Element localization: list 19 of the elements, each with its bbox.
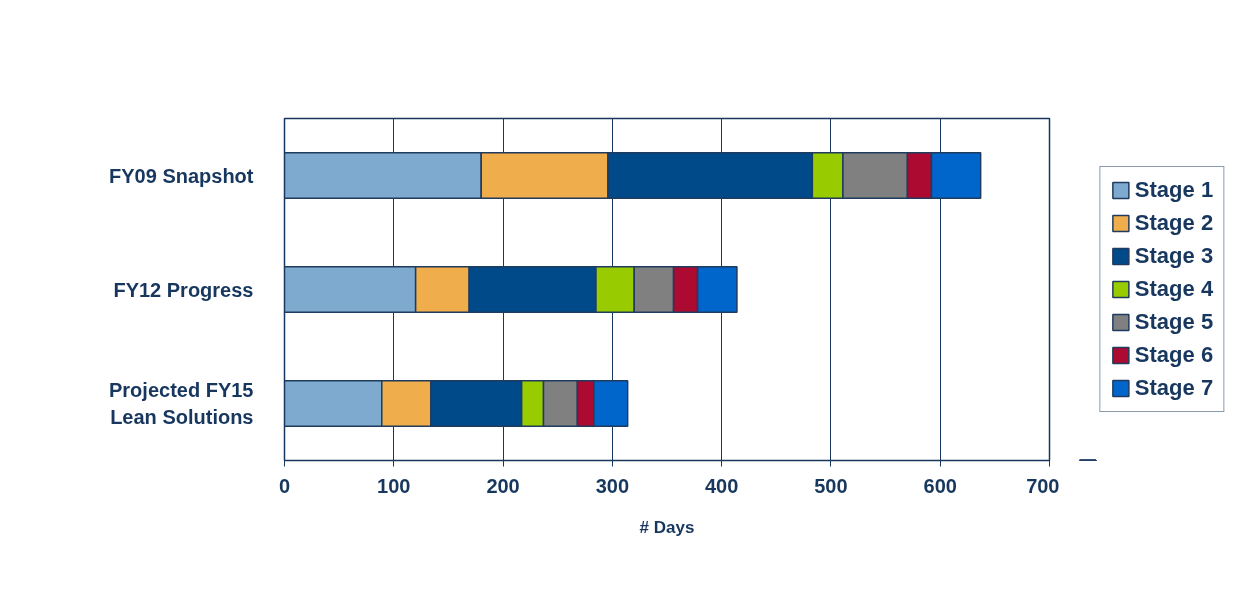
x-tick-label: 700 (1026, 474, 1060, 497)
legend-label: Stage 5 (1134, 309, 1214, 335)
legend-label: Stage 4 (1134, 276, 1214, 302)
x-tick-label: 600 (923, 474, 957, 497)
legend-label: Stage 1 (1134, 177, 1214, 203)
x-axis-title: # Days (639, 517, 695, 537)
x-tick-label: 300 (595, 474, 630, 497)
x-tick-label: 0 (278, 474, 291, 497)
y-tick-label: Projected FY15 Lean Solutions (109, 379, 254, 428)
legend-label: Stage 7 (1134, 375, 1214, 401)
legend-label: Stage 2 (1134, 210, 1214, 236)
x-tick-label: 100 (377, 474, 411, 497)
legend-label: Stage 6 (1134, 342, 1214, 368)
x-tick-label: 200 (486, 474, 520, 497)
x-tick-label: 500 (814, 474, 848, 497)
y-tick-label: FY09 Snapshot (109, 164, 254, 187)
y-tick-label: FY12 Progress (113, 278, 254, 301)
x-tick-label: 400 (704, 474, 739, 497)
legend-label: Stage 3 (1134, 243, 1214, 269)
